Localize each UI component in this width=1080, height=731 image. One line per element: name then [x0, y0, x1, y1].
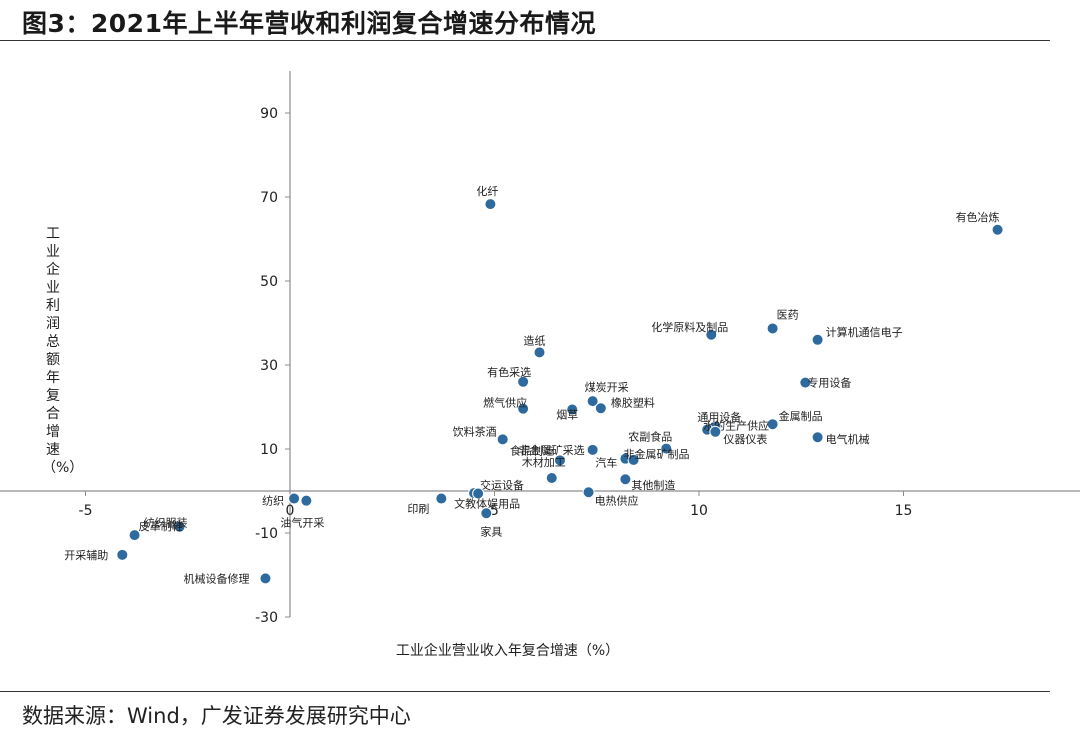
data-point: [766, 322, 779, 335]
x-tick-label: 10: [690, 503, 708, 519]
data-label: 造纸: [523, 333, 545, 347]
x-tick-label: 5: [490, 503, 499, 519]
data-point: [705, 328, 718, 341]
top-divider: [0, 40, 1050, 41]
data-point: [766, 418, 779, 431]
data-point: [991, 223, 1004, 236]
y-tick-label: 50: [260, 274, 278, 290]
data-label: 纺织: [262, 494, 284, 508]
data-point: [553, 454, 566, 467]
y-tick-label: -30: [255, 610, 278, 626]
data-label: 计算机通信电子: [826, 325, 903, 339]
data-point: [811, 333, 824, 346]
y-tick-label: 90: [260, 106, 278, 122]
data-label: 有色冶炼: [956, 210, 1000, 224]
data-label: 化纤: [476, 184, 498, 198]
data-point: [660, 442, 673, 455]
data-point: [709, 425, 722, 438]
data-label: 仪器仪表: [723, 432, 767, 446]
source-note: 数据来源：Wind，广发证券发展研究中心: [22, 704, 411, 728]
data-label: 专用设备: [807, 376, 851, 390]
data-point: [594, 402, 607, 415]
data-label: 农副食品: [628, 430, 672, 444]
data-label: 金属制品: [779, 409, 823, 423]
data-label: 烟草: [556, 408, 578, 422]
data-label: 通用设备: [697, 410, 741, 424]
y-tick-label: 30: [260, 358, 278, 374]
data-point: [586, 395, 599, 408]
y-tick-label: 70: [260, 190, 278, 206]
data-label: 油气开采: [280, 516, 324, 530]
data-point: [545, 471, 558, 484]
data-point: [116, 548, 129, 561]
y-tick-label: -10: [255, 526, 278, 542]
x-tick-label: -5: [79, 503, 93, 519]
data-label: 其他制造: [631, 478, 675, 492]
data-label: 家具: [480, 524, 502, 538]
data-point: [128, 529, 141, 542]
data-label: 非金属矿采选: [519, 443, 585, 457]
y-tick-label: 10: [260, 442, 278, 458]
data-point: [173, 520, 186, 533]
data-point: [533, 346, 546, 359]
data-label: 交运设备: [480, 478, 524, 492]
data-label: 燃气供应: [483, 396, 527, 410]
data-label: 医药: [777, 308, 799, 321]
data-label: 有色采选: [487, 365, 531, 379]
y-axis-label: 工业企业利润总额年复合增速（%）: [42, 226, 84, 476]
data-label: 皮革制鞋: [139, 519, 183, 533]
data-point: [259, 572, 272, 585]
bottom-divider: [0, 691, 1050, 692]
data-label: 化学原料及制品: [651, 320, 728, 334]
data-label: 电气机械: [826, 432, 870, 446]
data-point: [288, 492, 301, 505]
data-point: [582, 486, 595, 499]
data-label: 印刷: [407, 503, 429, 516]
data-point: [300, 494, 313, 507]
data-label: 橡胶塑料: [611, 395, 655, 409]
data-point: [586, 443, 599, 456]
data-point: [517, 402, 530, 415]
data-point: [811, 431, 824, 444]
data-label: 文教体娱用品: [454, 497, 520, 511]
data-label: 机械设备修理: [183, 571, 249, 585]
data-point: [566, 403, 579, 416]
data-label: 食品制造: [510, 443, 554, 457]
data-point: [484, 198, 497, 211]
data-point: [472, 487, 485, 500]
data-label: 开采辅助: [64, 548, 108, 562]
data-point: [517, 375, 530, 388]
data-label: 纺织服装: [144, 516, 188, 530]
data-label: 汽车: [595, 456, 617, 470]
data-label: 非金属矿制品: [624, 447, 690, 461]
data-label: 电热供应: [595, 493, 639, 507]
data-point: [480, 507, 493, 520]
data-point: [799, 376, 812, 389]
x-axis-label: 工业企业营业收入年复合增速（%）: [395, 643, 620, 659]
page-title: 图3：2021年上半年营收和利润复合增速分布情况: [22, 9, 596, 38]
data-label: 木材加工: [522, 455, 566, 469]
data-label: 煤炭开采: [585, 381, 629, 394]
data-point: [627, 453, 640, 466]
x-tick-label: 15: [895, 503, 913, 519]
data-label: 饮料茶酒: [453, 424, 497, 438]
data-point: [619, 473, 632, 486]
data-point: [496, 433, 509, 446]
data-point: [435, 492, 448, 505]
x-tick-label: 0: [286, 503, 295, 519]
